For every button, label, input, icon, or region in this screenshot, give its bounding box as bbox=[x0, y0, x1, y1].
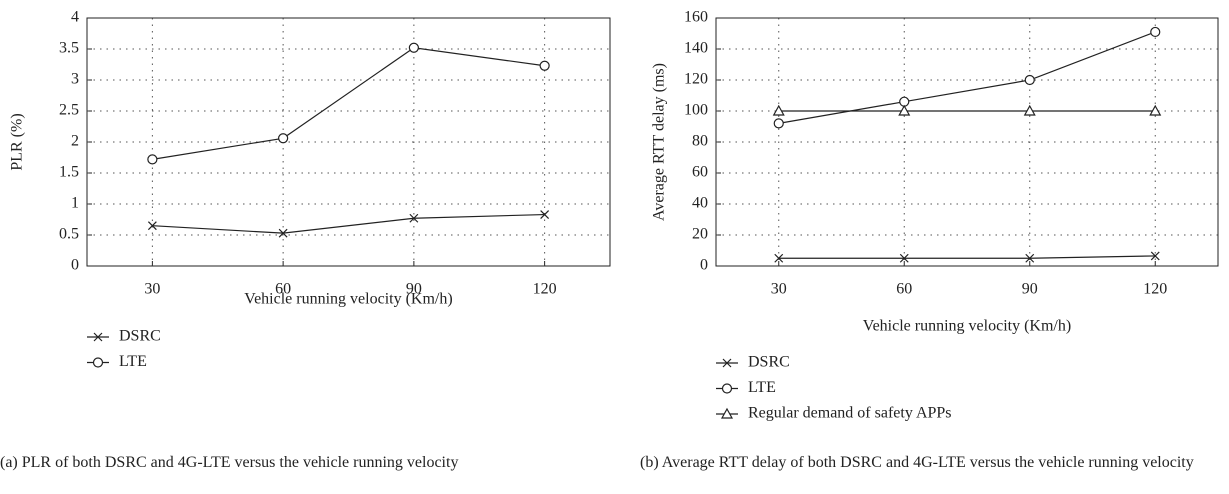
y-tick-label: 3 bbox=[71, 71, 79, 88]
data-point bbox=[1150, 26, 1161, 38]
series-line bbox=[152, 47, 545, 160]
data-point bbox=[409, 213, 419, 223]
x-axis-label: Vehicle running velocity (Km/h) bbox=[244, 291, 452, 308]
y-tick-label: 0 bbox=[71, 257, 79, 274]
y-axis-label: Average RTT delay (ms) bbox=[651, 63, 668, 221]
legend-marker bbox=[93, 332, 103, 342]
series-line bbox=[778, 255, 1156, 259]
data-point bbox=[1023, 104, 1036, 116]
legend-label: Regular demand of safety APPs bbox=[748, 405, 952, 422]
y-tick-label: 2.5 bbox=[59, 102, 79, 119]
legend-marker bbox=[92, 357, 104, 368]
legend-marker bbox=[721, 383, 733, 394]
data-point bbox=[773, 118, 784, 129]
y-tick-label: 160 bbox=[684, 9, 708, 26]
x-tick-label: 30 bbox=[771, 281, 787, 298]
y-tick-label: 40 bbox=[692, 195, 708, 212]
y-tick-label: 60 bbox=[692, 164, 708, 181]
data-point bbox=[147, 221, 157, 231]
y-tick-label: 120 bbox=[684, 71, 708, 88]
caption: (b) Average RTT delay of both DSRC and 4… bbox=[640, 454, 1194, 471]
y-tick-label: 1.5 bbox=[59, 164, 79, 181]
y-tick-label: 1 bbox=[71, 195, 79, 212]
x-tick-label: 30 bbox=[144, 281, 160, 298]
data-point bbox=[1150, 251, 1160, 261]
y-tick-label: 100 bbox=[684, 102, 708, 119]
data-point bbox=[774, 253, 784, 263]
x-axis-label: Vehicle running velocity (Km/h) bbox=[863, 318, 1071, 335]
y-tick-label: 20 bbox=[692, 226, 708, 243]
y-tick-label: 2 bbox=[71, 133, 79, 150]
data-point bbox=[772, 104, 785, 116]
y-tick-label: 0 bbox=[700, 257, 708, 274]
plot-frame bbox=[715, 17, 1219, 267]
y-tick-label: 0.5 bbox=[59, 226, 79, 243]
caption: (a) PLR of both DSRC and 4G-LTE versus t… bbox=[0, 454, 459, 471]
data-point bbox=[1025, 253, 1035, 263]
legend-marker bbox=[722, 358, 732, 368]
x-tick-label: 60 bbox=[275, 281, 291, 298]
series-line bbox=[152, 213, 545, 234]
data-point bbox=[539, 60, 550, 71]
y-tick-label: 140 bbox=[684, 40, 708, 57]
x-tick-label: 120 bbox=[1143, 281, 1167, 298]
data-point bbox=[1024, 74, 1035, 86]
y-tick-label: 3.5 bbox=[59, 40, 79, 57]
data-point bbox=[147, 154, 158, 165]
series-line bbox=[778, 31, 1156, 124]
data-point bbox=[540, 210, 550, 219]
y-tick-label: 80 bbox=[692, 133, 708, 150]
data-point bbox=[1149, 104, 1162, 116]
legend-label: DSRC bbox=[748, 354, 790, 371]
data-point bbox=[898, 104, 911, 116]
x-tick-label: 90 bbox=[406, 281, 422, 298]
data-point bbox=[408, 42, 419, 53]
y-axis-label: PLR (%) bbox=[9, 113, 26, 170]
data-point bbox=[899, 253, 909, 263]
y-tick-label: 4 bbox=[71, 9, 79, 26]
x-tick-label: 120 bbox=[533, 281, 557, 298]
x-tick-label: 60 bbox=[896, 281, 912, 298]
legend-label: LTE bbox=[748, 379, 776, 396]
plot-frame bbox=[86, 17, 611, 267]
legend-label: LTE bbox=[119, 353, 147, 370]
data-point bbox=[278, 228, 288, 238]
data-point bbox=[278, 133, 289, 144]
legend-marker bbox=[720, 407, 734, 419]
x-tick-label: 90 bbox=[1022, 281, 1038, 298]
legend-label: DSRC bbox=[119, 328, 161, 345]
